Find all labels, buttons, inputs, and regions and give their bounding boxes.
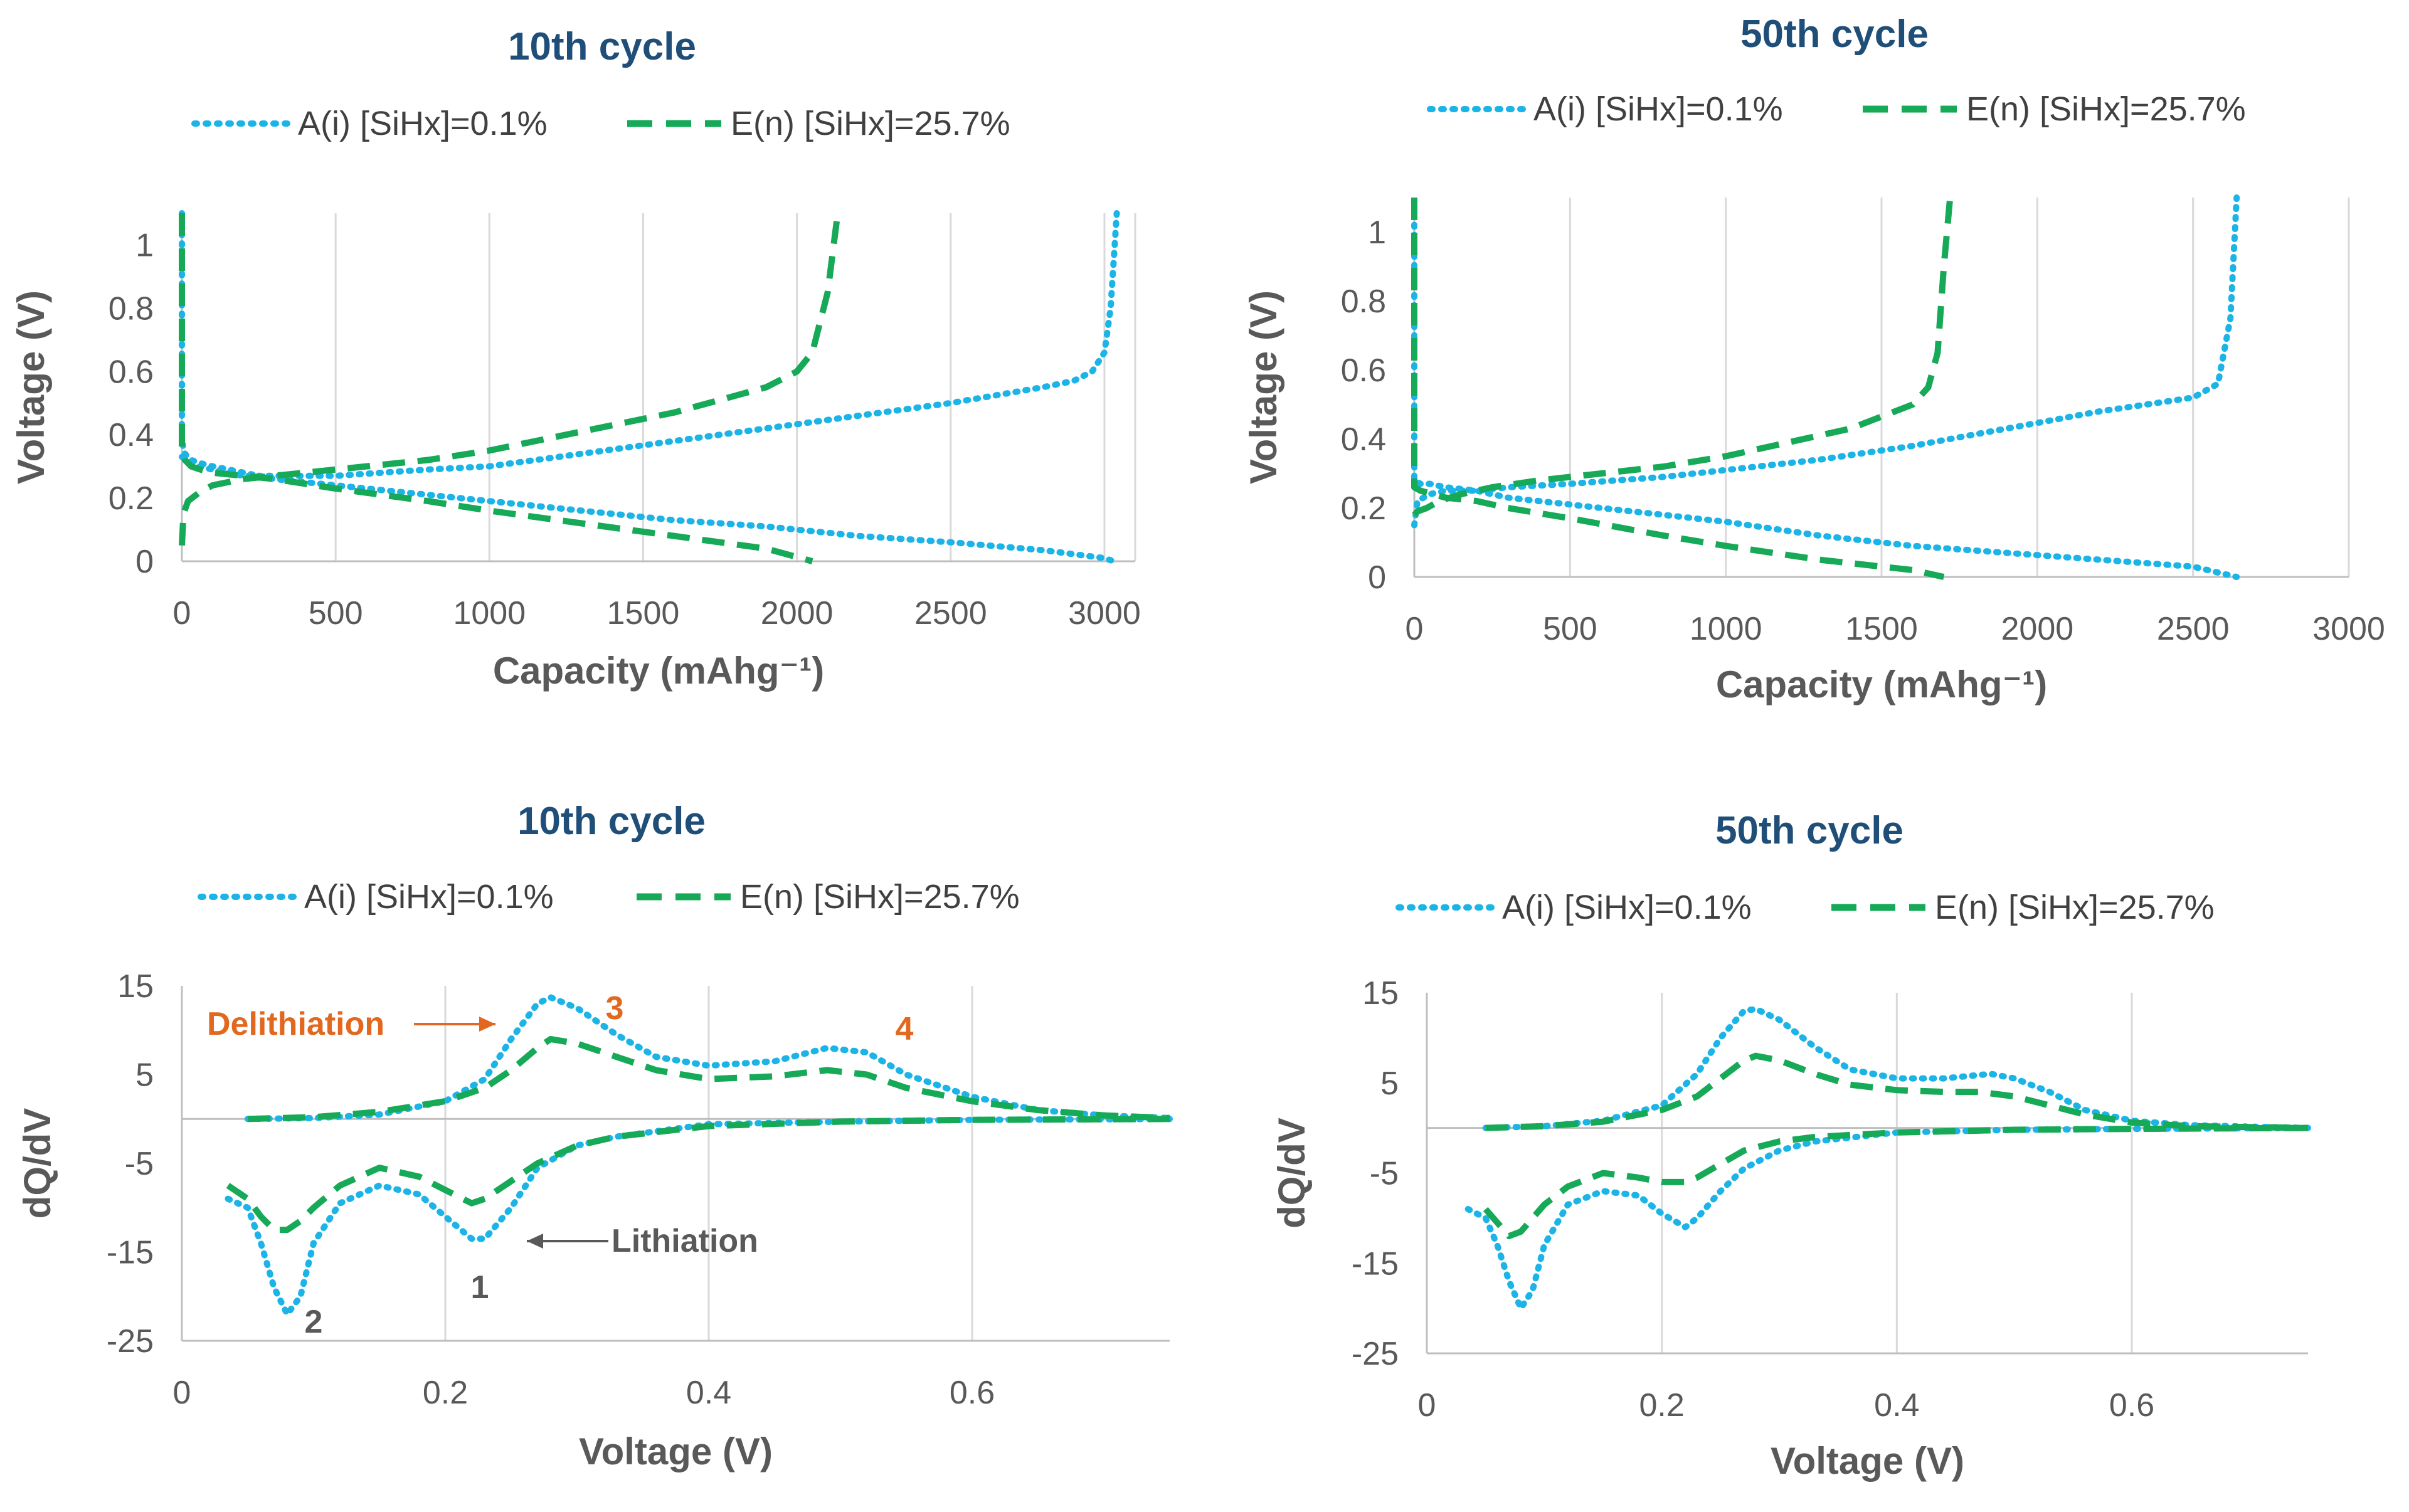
x-tick-label: 0.2 [423,1375,468,1411]
y-tick-label: 0.6 [109,354,154,390]
y-axis-title: dQ/dV [16,1108,58,1219]
y-tick-label: -15 [1352,1245,1399,1282]
series-line-a-1 [1411,194,2240,529]
series-line-a-0 [1464,1124,2311,1312]
legend-label-a: A(i) [SiHx]=0.1% [1502,889,1752,926]
chart-bottom-left: 10th cycle A(i) [SiHx]=0.1% E(n) [SiHx]=25… [16,800,1173,1472]
series-line-e-2 [1411,198,1945,580]
chart-title: 50th cycle [1715,809,1903,852]
legend-label-a: A(i) [SiHx]=0.1% [304,878,554,916]
annotation-peak-3: 3 [606,990,624,1027]
x-tick-label: 3000 [1068,595,1141,632]
x-tick-label: 1000 [1690,611,1762,647]
y-tick-label: 5 [1380,1065,1399,1102]
y-tick-label: -5 [1370,1156,1399,1192]
x-tick-label: 0.6 [950,1375,995,1411]
y-tick-label: 0.4 [1341,421,1386,458]
series-line-e-3 [247,1035,1170,1123]
x-tick-label: 1500 [1845,611,1918,647]
y-axis-title: Voltage (V) [10,290,52,484]
y-tick-label: -25 [107,1323,154,1360]
y-tick-label: 15 [117,968,154,1005]
x-axis-title: Voltage (V) [579,1430,773,1472]
y-tick-label: -25 [1352,1336,1399,1372]
y-tick-label: 15 [1362,975,1399,1012]
chart-title: 10th cycle [517,800,706,843]
x-tick-label: 1500 [607,595,680,632]
x-tick-label: 0 [1418,1387,1436,1424]
legend-label-e: E(n) [SiHx]=25.7% [731,105,1010,142]
y-tick-label: 1 [1368,214,1386,251]
series-line-e-2 [226,1116,1170,1234]
x-tick-label: 0 [173,595,191,632]
y-tick-label: 0 [1368,559,1386,596]
y-tick-label: 1 [135,227,154,263]
legend-label-a: A(i) [SiHx]=0.1% [1533,90,1783,128]
chart-top-right: 50th cycle A(i) [SiHx]=0.1% E(n) [SiHx]=25… [1242,13,2385,706]
x-axis-title: Capacity (mAhg⁻¹) [1716,663,2047,706]
y-tick-label: 0.2 [1341,490,1386,527]
x-tick-label: 2500 [2157,611,2230,647]
series-line-a-1 [1482,1005,2311,1131]
y-tick-label: 0.6 [1341,352,1386,389]
series-line-e-3 [1485,1052,2309,1131]
x-tick-label: 0.4 [1874,1387,1919,1424]
y-tick-label: -15 [107,1235,154,1271]
y-tick-label: 0.4 [109,417,154,453]
series-line-e-2 [1483,1124,2309,1240]
chart-title: 10th cycle [508,25,696,68]
series-line-a-0 [179,210,1117,564]
y-tick-label: 0.2 [109,480,154,517]
annotation-peak-1: 1 [471,1269,489,1306]
x-tick-label: 1000 [453,595,526,632]
x-tick-label: 0.2 [1639,1387,1685,1424]
chart-title: 50th cycle [1740,13,1929,56]
x-tick-label: 0 [173,1375,191,1411]
legend-label-a: A(i) [SiHx]=0.1% [298,105,548,142]
x-tick-label: 3000 [2312,611,2385,647]
x-tick-label: 2000 [761,595,834,632]
x-axis-title: Voltage (V) [1771,1440,1964,1482]
x-tick-label: 2000 [2001,611,2073,647]
annotation-arrowhead [527,1234,543,1249]
x-tick-label: 500 [1543,611,1597,647]
series-line-e-2 [179,213,813,564]
x-axis-title: Capacity (mAhg⁻¹) [493,650,824,692]
x-tick-label: 0.6 [2109,1387,2154,1424]
x-tick-label: 0.4 [686,1375,731,1411]
series-line-e-3 [179,219,840,546]
x-tick-label: 2500 [914,595,987,632]
series-line-a-0 [225,1116,1173,1318]
chart-bottom-right: 50th cycle A(i) [SiHx]=0.1% E(n) [SiHx]=25… [1271,809,2311,1482]
annotation-delithiation: Delithiation [207,1006,384,1042]
legend-label-e: E(n) [SiHx]=25.7% [1935,889,2215,926]
y-tick-label: -5 [125,1146,154,1182]
y-tick-label: 5 [135,1057,154,1094]
series-line-e-3 [1412,197,1954,517]
annotation-peak-4: 4 [896,1011,914,1047]
annotation-lithiation: Lithiation [612,1223,758,1259]
y-axis-title: Voltage (V) [1242,290,1284,484]
legend-label-e: E(n) [SiHx]=25.7% [740,878,1020,916]
annotation-arrowhead [479,1017,495,1032]
series-line-a-0 [1411,211,2240,580]
y-tick-label: 0 [135,544,154,580]
y-axis-title: dQ/dV [1271,1118,1313,1229]
legend-label-e: E(n) [SiHx]=25.7% [1966,90,2246,128]
series-line-a-1 [245,994,1173,1123]
x-tick-label: 500 [309,595,363,632]
annotation-peak-2: 2 [305,1304,323,1340]
y-tick-label: 0.8 [1341,283,1386,320]
series-line-a-1 [179,210,1120,479]
x-tick-label: 0 [1406,611,1424,647]
y-tick-label: 0.8 [109,290,154,327]
chart-top-left: 10th cycle A(i) [SiHx]=0.1% E(n) [SiHx]=25… [10,25,1141,692]
